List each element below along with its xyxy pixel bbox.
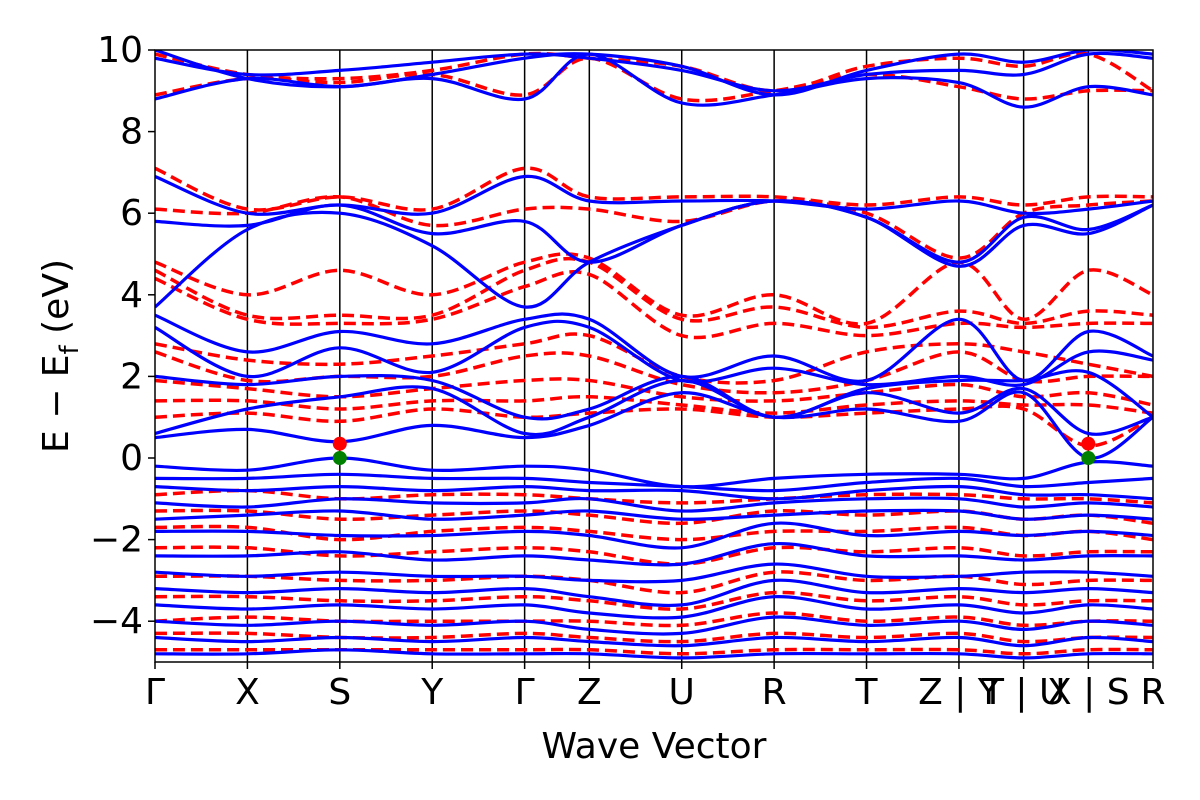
y-tick-label-7: 10 xyxy=(97,30,143,71)
solid-band-12 xyxy=(155,472,1153,493)
cbm-marker-2 xyxy=(1081,436,1096,451)
y-tick-label-3: 2 xyxy=(120,356,143,397)
solid-band-15 xyxy=(155,508,1153,521)
y-axis-label-unit: (eV) xyxy=(36,259,77,345)
x-tick-label-12: R xyxy=(1140,672,1165,713)
x-tick-label-5: Z xyxy=(577,672,602,713)
vbm-marker xyxy=(332,451,347,465)
vbm-marker-2 xyxy=(1081,451,1096,465)
y-axis-label-main: E − E xyxy=(36,354,77,453)
x-tick-label-11: X | S xyxy=(1047,672,1130,713)
y-axis-label-subscript: f xyxy=(55,344,85,354)
solid-band-18 xyxy=(155,562,1153,584)
x-tick-label-1: X xyxy=(235,672,260,713)
cbm-marker xyxy=(332,436,347,451)
solid-bands-group xyxy=(155,50,1153,660)
y-axis-label: E − Ef (eV) xyxy=(36,259,85,453)
dashed-band-2 xyxy=(155,166,1153,212)
dashed-band-1 xyxy=(155,56,1153,103)
x-tick-label-7: R xyxy=(762,672,787,713)
x-tick-label-0: Γ xyxy=(145,672,165,713)
solid-band-17 xyxy=(155,542,1153,567)
svg-text:E − Ef (eV): E − Ef (eV) xyxy=(36,259,85,453)
plot-frame xyxy=(154,49,1154,663)
y-tick-label-0: −4 xyxy=(90,601,143,642)
x-tick-label-6: U xyxy=(669,672,695,713)
solid-band-23 xyxy=(155,648,1153,660)
solid-band-8 xyxy=(155,369,1153,421)
band-edge-markers xyxy=(332,436,1096,465)
solid-band-7 xyxy=(155,319,1153,387)
solid-band-22 xyxy=(155,635,1153,648)
solid-band-13 xyxy=(155,484,1153,501)
solid-band-20 xyxy=(155,595,1153,620)
y-tick-label-5: 6 xyxy=(120,193,143,234)
solid-band-5 xyxy=(155,199,1153,309)
dashed-band-7 xyxy=(155,332,1153,385)
x-axis-label: Wave Vector xyxy=(542,726,767,767)
x-tick-label-8: T xyxy=(855,672,879,713)
solid-band-16 xyxy=(155,521,1153,550)
y-axis-ticks: −4 −2 0 2 4 6 8 10 xyxy=(90,30,155,642)
x-tick-label-10: T | U xyxy=(981,672,1065,713)
solid-band-2 xyxy=(155,52,1153,109)
y-tick-label-2: 0 xyxy=(120,438,143,479)
dashed-band-10 xyxy=(155,394,1153,415)
dashed-band-5 xyxy=(155,256,1153,330)
y-tick-label-4: 4 xyxy=(120,275,143,316)
solid-band-9 xyxy=(155,378,1153,437)
x-tick-label-9: Z | Y xyxy=(918,672,1001,713)
x-tick-label-2: S xyxy=(328,672,351,713)
dashed-band-3 xyxy=(155,195,1153,260)
dashed-band-17 xyxy=(155,590,1153,611)
dashed-band-4 xyxy=(155,252,1153,326)
solid-band-1 xyxy=(155,51,1153,93)
y-tick-label-6: 8 xyxy=(120,112,143,153)
solid-band-21 xyxy=(155,615,1153,636)
dashed-band-6 xyxy=(155,270,1153,340)
dashed-band-16 xyxy=(155,570,1153,595)
dashed-band-11 xyxy=(155,404,1153,448)
x-tick-label-3: Y xyxy=(420,672,444,713)
solid-band-19 xyxy=(155,578,1153,607)
y-tick-label-1: −2 xyxy=(90,520,143,561)
solid-band-14 xyxy=(155,496,1153,513)
x-tick-label-4: Γ xyxy=(515,672,535,713)
